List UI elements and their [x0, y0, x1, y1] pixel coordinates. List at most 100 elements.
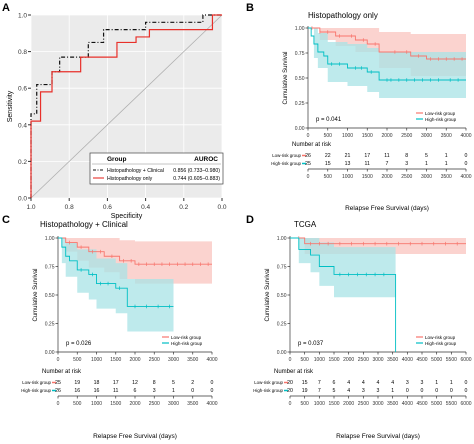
km-legend-label: Low-risk group: [425, 335, 456, 340]
km-x-tick-label: 3000: [421, 133, 432, 139]
km-title-b: Histopathology only: [308, 11, 378, 20]
km-legend-label: Low-risk group: [171, 335, 202, 340]
km-y-tick-label: 1.00: [295, 26, 305, 32]
roc-x-tick-label: 0.6: [103, 204, 112, 211]
km-risk-count: 2: [191, 380, 194, 386]
roc-panel: A 0.0 0.2 0.4 0.6 0.8 1.0 1.0 0.8 0.6 0.4 0.2 0.0 Spe…: [2, 2, 227, 220]
km-risk-count: 21: [345, 153, 351, 159]
km-ci-band-high-risk: [308, 28, 466, 100]
km-risk-count: 18: [94, 380, 100, 386]
km-legend-label: Low-risk group: [425, 111, 456, 116]
km-risk-count: 3: [405, 161, 408, 167]
km-risk-count: 16: [94, 388, 100, 394]
km-y-axis-label: Cumulative Survival: [265, 268, 271, 321]
km-risk-count: 4: [347, 380, 350, 386]
km-x-tick-label: 500: [300, 357, 309, 363]
roc-legend-group-header: Group: [107, 156, 127, 163]
km-risk-count: 3: [406, 380, 409, 386]
km-y-tick-label: 0.00: [277, 350, 287, 356]
km-curve-low-risk: [58, 237, 212, 265]
km-risk-tick-label: 5500: [446, 401, 457, 407]
km-risk-count: 0: [211, 380, 214, 386]
km-x-tick-label: 500: [73, 357, 82, 363]
km-risk-count: 1: [425, 161, 428, 167]
km-risk-tick-label: 4000: [402, 401, 413, 407]
km-risk-count: 0: [465, 153, 468, 159]
km-y-axis-label: Cumulative Survival: [33, 268, 39, 321]
km-risk-tick-label: 4000: [206, 401, 217, 407]
km-x-axis-label: Relapse Free Survival (days): [93, 433, 177, 440]
km-risk-tick-label: 2500: [149, 401, 160, 407]
km-y-tick-label: 1.00: [277, 236, 287, 242]
km-risk-count: 0: [211, 388, 214, 394]
km-x-tick-label: 0: [289, 357, 292, 363]
km-risk-count: 0: [191, 388, 194, 394]
km-risk-tick-label: 2000: [129, 401, 140, 407]
km-x-tick-label: 2500: [358, 357, 369, 363]
km-risk-count: 1: [391, 388, 394, 394]
km-risk-tick-label: 1000: [342, 174, 353, 180]
km-risk-tick-label: 2000: [343, 401, 354, 407]
km-y-tick-label: 0.75: [277, 265, 287, 271]
km-risk-count: 0: [465, 161, 468, 167]
km-risk-tick-label: 1000: [314, 401, 325, 407]
km-risk-count: 6: [134, 388, 137, 394]
km-risk-count: 0: [435, 388, 438, 394]
km-risk-tick-label: 5000: [431, 401, 442, 407]
km-risk-tick-label: 4000: [460, 174, 471, 180]
km-panel-c: C Histopathology + Clinical 0.00 0.25 0.50 0.…: [2, 214, 218, 440]
km-risk-tick-label: 2500: [401, 174, 412, 180]
km-risk-tick-label: 500: [300, 401, 309, 407]
km-risk-count: 15: [325, 161, 331, 167]
km-x-tick-label: 5000: [431, 357, 442, 363]
km-risk-tick-label: 3000: [372, 401, 383, 407]
km-risk-count: 5: [172, 380, 175, 386]
km-risk-count: 13: [345, 161, 351, 167]
km-risk-tick-label: 3000: [168, 401, 179, 407]
km-risk-count: 19: [74, 380, 80, 386]
roc-legend-entry-name: Histopathology only: [107, 176, 153, 182]
km-risk-count: 20: [287, 380, 293, 386]
km-x-tick-label: 4000: [206, 357, 217, 363]
km-risk-tick-label: 3500: [387, 401, 398, 407]
km-risk-tick-label: 0: [289, 401, 292, 407]
km-risk-header: Number at risk: [42, 369, 82, 375]
km-x-tick-label: 2500: [149, 357, 160, 363]
km-y-tick-label: 0.25: [277, 322, 287, 328]
km-x-tick-label: 2000: [129, 357, 140, 363]
km-risk-count: 5: [333, 388, 336, 394]
km-risk-count: 26: [55, 388, 61, 394]
km-risk-row-label: High-risk group: [253, 388, 283, 393]
km-y-tick-label: 0.50: [277, 293, 287, 299]
roc-y-tick-label: 0.6: [18, 86, 27, 93]
km-risk-count: 0: [465, 380, 468, 386]
km-pvalue: p = 0.026: [66, 341, 92, 347]
km-y-axis-label: Cumulative Survival: [283, 51, 289, 104]
km-risk-count: 15: [302, 380, 308, 386]
km-risk-row-label: Low-risk group: [22, 380, 51, 385]
km-risk-count: 7: [318, 388, 321, 394]
km-risk-count: 20: [287, 388, 293, 394]
km-risk-count: 11: [113, 388, 118, 394]
km-x-tick-label: 1500: [362, 133, 373, 139]
km-risk-count: 25: [305, 161, 311, 167]
km-x-tick-label: 5500: [446, 357, 457, 363]
roc-curve-histopathology-clinical: [30, 14, 222, 198]
km-risk-count: 3: [421, 380, 424, 386]
km-x-tick-label: 2000: [343, 357, 354, 363]
km-legend-label: High-risk group: [425, 117, 457, 122]
km-y-tick-label: 0.50: [295, 76, 305, 82]
km-x-tick-label: 500: [324, 133, 333, 139]
km-risk-count: 1: [435, 380, 438, 386]
km-risk-count: 8: [405, 153, 408, 159]
km-risk-tick-label: 3500: [187, 401, 198, 407]
roc-y-tick-label: 0.8: [18, 49, 27, 56]
km-risk-count: 1: [172, 388, 175, 394]
roc-x-tick-label: 0.8: [65, 204, 74, 211]
km-risk-count: 0: [465, 388, 468, 394]
km-risk-count: 12: [132, 380, 138, 386]
km-x-tick-label: 1000: [91, 357, 102, 363]
km-y-tick-label: 0.75: [45, 265, 55, 271]
km-x-axis-label: Relapse Free Survival (days): [336, 433, 420, 440]
km-risk-count: 0: [406, 388, 409, 394]
